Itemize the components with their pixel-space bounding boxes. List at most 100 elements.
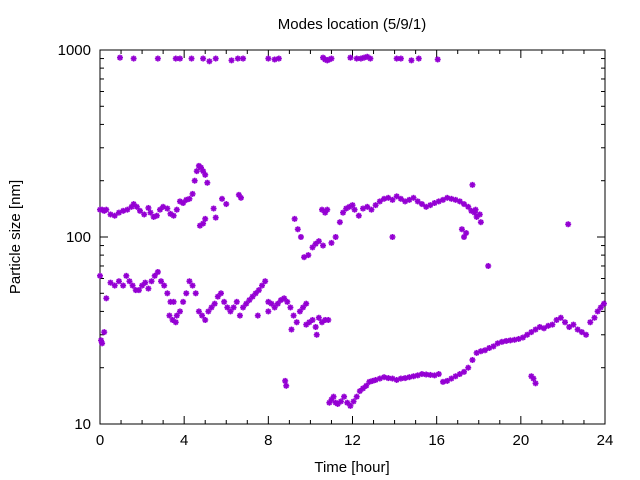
data-point — [353, 393, 360, 400]
data-point — [228, 57, 235, 64]
data-point — [141, 211, 148, 218]
data-point — [291, 215, 298, 222]
data-point — [211, 300, 218, 307]
data-point — [303, 321, 310, 328]
x-tick-label: 0 — [96, 432, 104, 449]
data-point — [281, 295, 288, 302]
x-tick-label: 4 — [180, 432, 188, 449]
data-point — [191, 177, 198, 184]
data-point — [389, 196, 396, 203]
data-point — [524, 331, 531, 338]
data-point — [293, 319, 300, 326]
data-point — [265, 55, 272, 62]
data-point — [97, 272, 103, 279]
data-point — [192, 290, 199, 297]
data-point — [465, 364, 472, 371]
data-point — [415, 55, 422, 62]
x-axis-label: Time [hour] — [314, 459, 389, 476]
data-point — [135, 287, 142, 294]
data-point — [116, 54, 123, 61]
data-point — [103, 295, 110, 302]
data-point — [202, 215, 209, 222]
data-point — [414, 198, 421, 205]
data-point — [130, 201, 137, 208]
data-point — [212, 214, 219, 221]
data-point — [217, 290, 224, 297]
data-point — [153, 212, 160, 219]
data-point — [196, 222, 203, 229]
data-point — [309, 316, 316, 323]
data-point — [367, 55, 374, 62]
data-point — [530, 375, 537, 382]
data-point — [275, 55, 282, 62]
data-point — [297, 234, 304, 240]
data-point — [312, 324, 319, 331]
x-tick-label: 12 — [344, 432, 361, 449]
x-tick-label: 20 — [512, 432, 529, 449]
data-point — [145, 285, 152, 292]
data-point — [324, 206, 331, 213]
data-point — [336, 219, 343, 226]
data-point — [259, 282, 266, 289]
data-point — [364, 203, 371, 210]
data-point — [294, 226, 301, 233]
data-point — [476, 211, 483, 218]
data-point — [578, 329, 585, 336]
data-point — [341, 393, 348, 400]
data-point — [372, 202, 379, 209]
data-point — [448, 195, 455, 202]
data-point — [435, 371, 442, 378]
data-point — [583, 331, 590, 338]
data-point — [393, 193, 400, 200]
data-point — [204, 179, 211, 186]
data-point — [397, 55, 404, 62]
data-point — [305, 252, 312, 259]
data-point — [173, 206, 180, 213]
data-point — [223, 201, 230, 208]
data-point — [570, 321, 577, 328]
data-point — [161, 282, 168, 289]
data-point — [389, 234, 396, 240]
data-point — [180, 298, 187, 305]
data-point — [172, 319, 179, 326]
y-tick-label: 1000 — [58, 42, 91, 59]
data-point — [328, 55, 335, 62]
data-point — [368, 206, 375, 213]
data-point — [290, 312, 297, 319]
data-point — [99, 340, 106, 347]
data-point — [129, 282, 136, 289]
data-point — [111, 282, 118, 289]
data-point — [328, 239, 335, 246]
data-point — [444, 377, 451, 384]
data-point — [315, 238, 322, 245]
data-point — [528, 329, 535, 336]
data-point — [303, 300, 310, 307]
data-point — [200, 55, 207, 62]
data-point — [208, 304, 215, 311]
data-point — [233, 298, 240, 305]
data-point — [469, 356, 476, 363]
data-point — [485, 262, 492, 269]
data-point — [199, 312, 206, 319]
data-point — [164, 290, 171, 297]
data-point — [461, 201, 468, 208]
data-point — [334, 400, 341, 407]
data-point — [237, 194, 244, 201]
data-point — [490, 343, 497, 350]
data-point — [507, 337, 514, 344]
data-point — [565, 221, 572, 228]
data-point — [166, 312, 173, 319]
data-point — [183, 290, 190, 297]
data-point — [172, 55, 179, 62]
data-point — [212, 55, 219, 62]
data-point — [120, 282, 127, 289]
data-point — [107, 279, 114, 286]
data-point — [115, 278, 122, 285]
data-point — [337, 398, 344, 405]
data-point — [221, 298, 228, 305]
y-tick-label: 10 — [74, 416, 91, 433]
data-point — [410, 194, 417, 201]
data-point — [173, 312, 180, 319]
data-point — [193, 168, 200, 175]
